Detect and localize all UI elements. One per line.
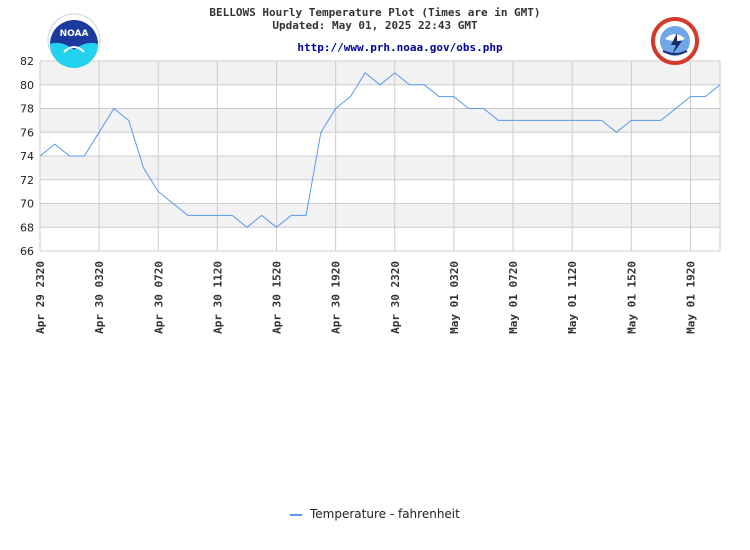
horizontal-gridlines — [40, 60, 720, 252]
x-tick-label: Apr 30 2320 — [389, 261, 402, 334]
x-axis-ticks: Apr 29 2320 Apr 30 0320 Apr 30 0720 Apr 30 … — [34, 261, 697, 334]
obs-url-link[interactable]: http://www.prh.noaa.gov/obs.php — [297, 41, 503, 54]
noaa-logo-text: NOAA — [60, 29, 89, 39]
x-tick-label: Apr 30 0320 — [93, 261, 106, 334]
y-tick-label: 72 — [20, 174, 34, 187]
x-tick-label: Apr 30 1920 — [330, 261, 343, 334]
y-tick-label: 70 — [20, 198, 34, 211]
y-tick-label: 78 — [20, 103, 34, 116]
x-tick-label: Apr 29 2320 — [34, 261, 47, 334]
x-tick-label: Apr 30 0720 — [152, 261, 165, 334]
y-tick-label: 68 — [20, 221, 34, 234]
grid-band — [40, 156, 720, 180]
y-tick-label: 80 — [20, 79, 34, 92]
temperature-series-line — [39, 72, 721, 228]
x-tick-label: May 01 1520 — [625, 261, 638, 334]
nws-logo-icon — [651, 17, 699, 65]
chart-legend: Temperature - fahrenheit — [290, 507, 460, 521]
x-tick-label: May 01 0720 — [507, 261, 520, 334]
grid-band — [40, 108, 720, 133]
noaa-logo-icon: NOAA — [47, 13, 101, 68]
chart-title: BELLOWS Hourly Temperature Plot (Times a… — [209, 6, 541, 19]
x-tick-label: Apr 30 1120 — [211, 261, 224, 334]
legend-swatch — [290, 514, 302, 516]
grid-band — [40, 203, 720, 228]
y-tick-label: 76 — [20, 126, 34, 139]
x-tick-label: May 01 0320 — [448, 261, 461, 334]
series-layer — [39, 72, 721, 228]
x-tick-label: Apr 30 1520 — [271, 261, 284, 334]
updated-timestamp: Updated: May 01, 2025 22:43 GMT — [272, 19, 478, 32]
y-tick-label: 82 — [20, 55, 34, 68]
x-tick-label: May 01 1920 — [684, 261, 697, 334]
grid-band — [40, 61, 720, 85]
y-axis-ticks: 66 68 70 72 74 76 78 80 82 — [20, 55, 34, 258]
legend-label: Temperature - fahrenheit — [310, 507, 460, 521]
x-tick-label: May 01 1120 — [566, 261, 579, 334]
y-tick-label: 74 — [20, 150, 34, 163]
y-tick-label: 66 — [20, 245, 34, 258]
